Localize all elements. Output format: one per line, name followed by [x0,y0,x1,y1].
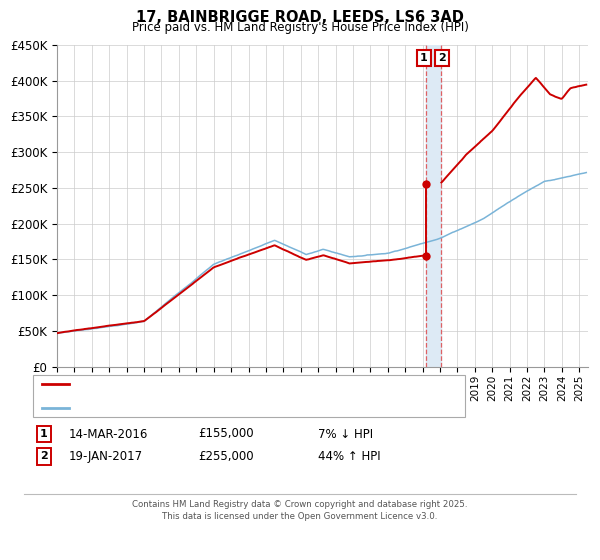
Text: £155,000: £155,000 [198,427,254,441]
Text: £255,000: £255,000 [198,450,254,463]
Text: 1: 1 [40,429,47,439]
Text: HPI: Average price, semi-detached house, Leeds: HPI: Average price, semi-detached house,… [75,403,340,413]
Text: 19-JAN-2017: 19-JAN-2017 [69,450,143,463]
Text: 1: 1 [420,53,428,63]
Text: 2: 2 [40,451,47,461]
Text: 2: 2 [438,53,446,63]
Bar [426,45,441,367]
Text: Contains HM Land Registry data © Crown copyright and database right 2025.
This d: Contains HM Land Registry data © Crown c… [132,500,468,521]
Text: 17, BAINBRIGGE ROAD, LEEDS, LS6 3AD: 17, BAINBRIGGE ROAD, LEEDS, LS6 3AD [136,10,464,25]
Text: 44% ↑ HPI: 44% ↑ HPI [318,450,380,463]
Text: 17, BAINBRIGGE ROAD, LEEDS, LS6 3AD (semi-detached house): 17, BAINBRIGGE ROAD, LEEDS, LS6 3AD (sem… [75,379,425,389]
Text: Price paid vs. HM Land Registry's House Price Index (HPI): Price paid vs. HM Land Registry's House … [131,21,469,34]
Text: 14-MAR-2016: 14-MAR-2016 [69,427,148,441]
Text: 7% ↓ HPI: 7% ↓ HPI [318,427,373,441]
